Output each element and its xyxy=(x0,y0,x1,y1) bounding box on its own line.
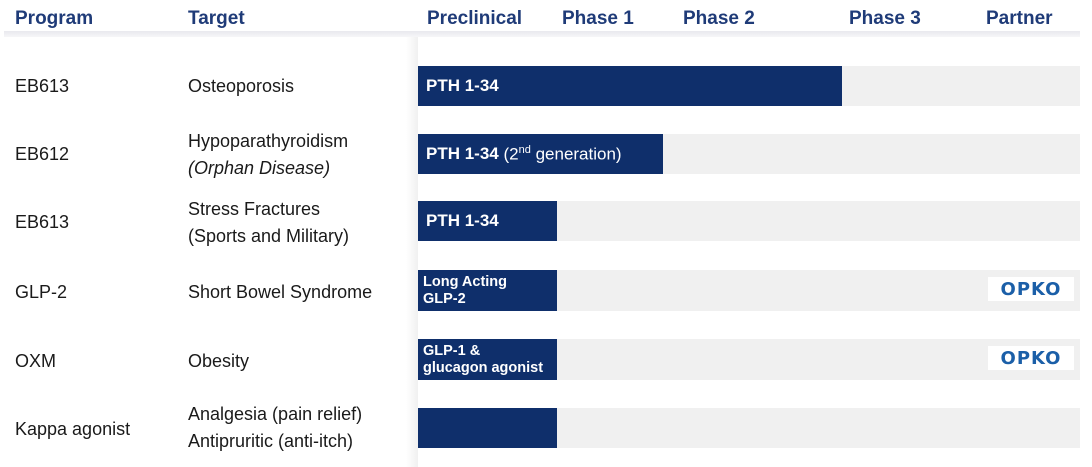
bar-label-line: GLP-2 xyxy=(423,290,466,307)
bar-label: PTH 1-34 xyxy=(426,211,499,230)
pipeline-track: Long Acting GLP-2 OPKO xyxy=(418,270,1080,311)
bar-label: PTH 1-34 xyxy=(426,76,499,95)
bar-label-line: glucagon agonist xyxy=(423,359,544,376)
header-preclinical: Preclinical xyxy=(427,8,523,29)
target-cell: Short Bowel Syndrome xyxy=(188,279,372,306)
target-line: Osteoporosis xyxy=(188,76,295,96)
progress-bar: PTH 1-34 (2nd generation) xyxy=(418,134,663,174)
target-cell: Hypoparathyroidism (Orphan Disease) xyxy=(188,128,348,182)
progress-bar xyxy=(418,408,558,448)
header-partner: Partner xyxy=(986,8,1053,29)
pipeline-track: PTH 1-34 xyxy=(418,66,1080,106)
target-cell: Analgesia (pain relief) Antipruritic (an… xyxy=(188,401,362,455)
target-cell: Osteoporosis xyxy=(188,73,294,100)
header-phase3: Phase 3 xyxy=(849,8,921,29)
progress-bar: PTH 1-34 xyxy=(418,66,842,106)
program-cell: GLP-2 xyxy=(15,282,68,302)
bar-extra: (2nd generation) xyxy=(503,143,622,164)
program-cell: EB612 xyxy=(15,144,70,164)
bar-label: PTH 1-34 xyxy=(426,144,499,163)
target-subline: (Sports and Military) xyxy=(188,226,350,246)
target-line: Stress Fractures xyxy=(188,199,321,219)
header-phase1: Phase 1 xyxy=(562,8,634,29)
program-cell: EB613 xyxy=(15,212,70,232)
chart-shadow xyxy=(406,37,418,467)
bar-label-line: GLP-1 & xyxy=(423,342,481,359)
target-subline: Antipruritic (anti-itch) xyxy=(188,431,354,451)
program-cell: Kappa agonist xyxy=(15,419,131,439)
header-program: Program xyxy=(15,8,94,29)
target-cell: Obesity xyxy=(188,348,249,375)
header-phase2: Phase 2 xyxy=(683,8,755,29)
pipeline-track: PTH 1-34 (2nd generation) xyxy=(418,134,1080,174)
progress-bar: PTH 1-34 xyxy=(418,201,558,241)
target-line: Hypoparathyroidism xyxy=(188,131,349,151)
target-subline: (Orphan Disease) xyxy=(188,158,331,178)
progress-bar: GLP-1 & glucagon agonist xyxy=(418,339,558,380)
partner-logo-opko: OPKO xyxy=(988,277,1074,301)
pipeline-track: PTH 1-34 xyxy=(418,201,1080,241)
program-cell: EB613 xyxy=(15,76,70,96)
progress-bar: Long Acting GLP-2 xyxy=(418,270,558,311)
target-line: Analgesia (pain relief) xyxy=(188,404,363,424)
target-line: Obesity xyxy=(188,351,250,371)
target-cell: Stress Fractures (Sports and Military) xyxy=(188,196,349,250)
header-divider xyxy=(4,31,1080,37)
program-cell: OXM xyxy=(15,351,57,371)
partner-logo-opko: OPKO xyxy=(988,346,1074,370)
target-line: Short Bowel Syndrome xyxy=(188,282,373,302)
pipeline-track xyxy=(418,408,1080,448)
bar-label-line: Long Acting xyxy=(423,273,508,290)
pipeline-track: GLP-1 & glucagon agonist OPKO xyxy=(418,339,1080,380)
header-target: Target xyxy=(188,8,245,29)
